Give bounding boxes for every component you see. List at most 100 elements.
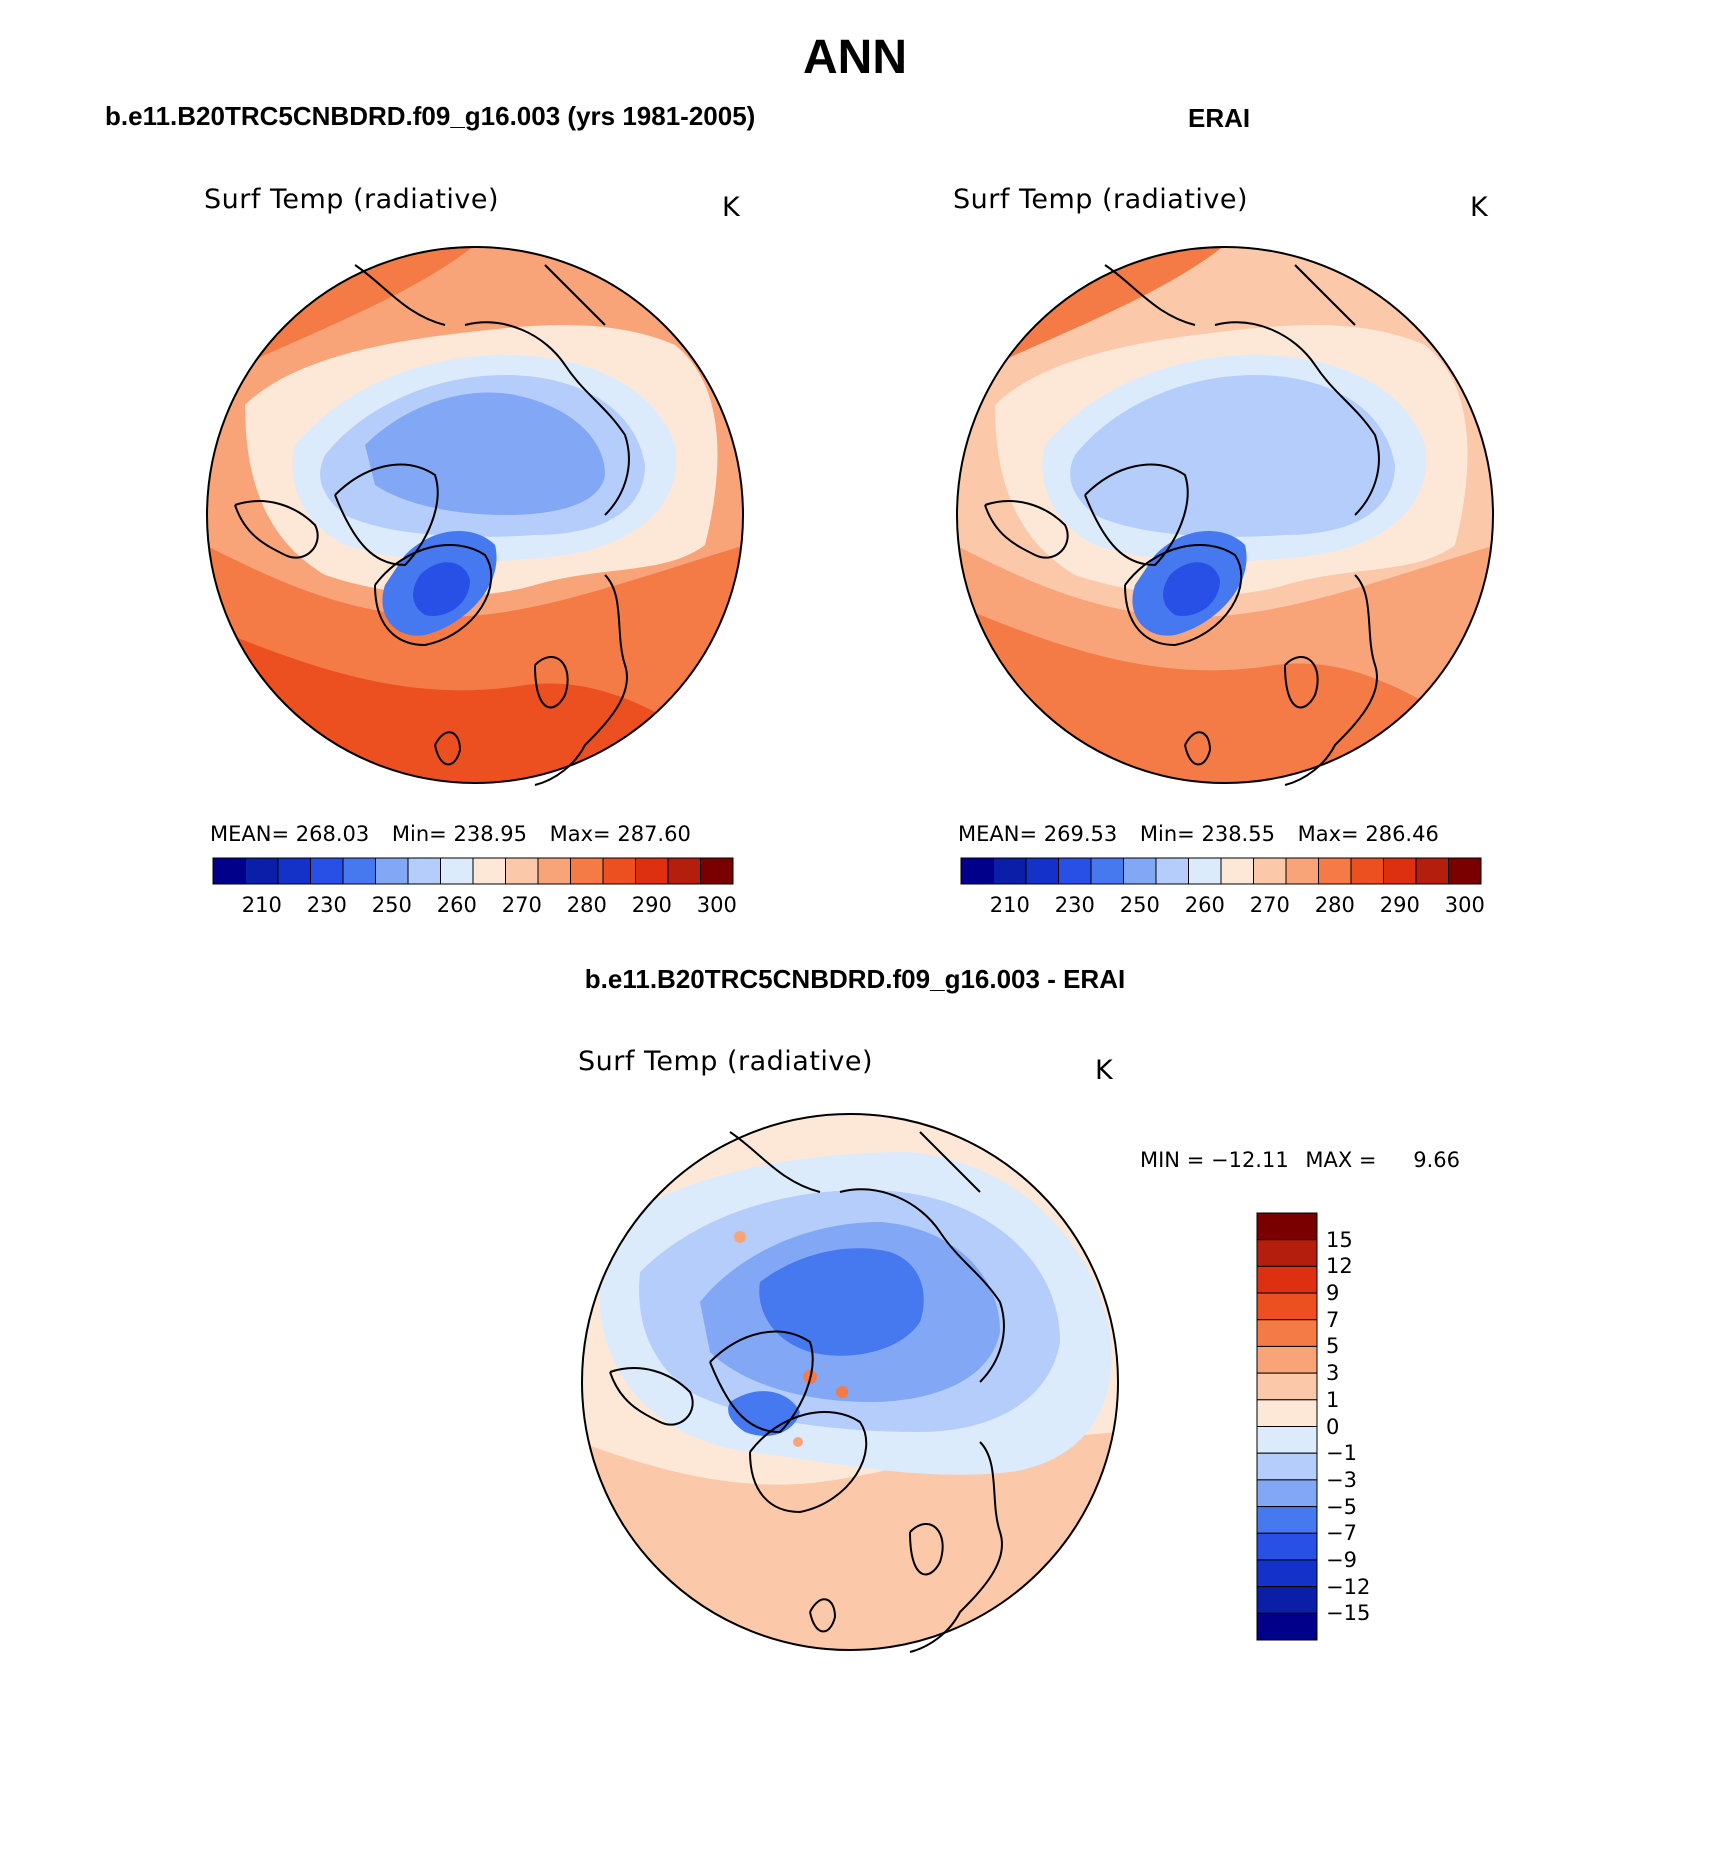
colorbar-tick-label: 300: [1444, 893, 1485, 917]
colorbar-tick-label: 250: [1119, 893, 1160, 917]
colorbar-swatch: [1256, 1586, 1318, 1614]
colorbar-swatch: [1415, 857, 1449, 885]
colorbar-swatch: [1155, 857, 1189, 885]
colorbar-tick-label: −5: [1326, 1494, 1357, 1519]
colorbar-swatch: [277, 857, 311, 885]
colorbar-swatch: [993, 857, 1027, 885]
colorbar-swatch: [667, 857, 701, 885]
min-value: 238.55: [1201, 822, 1275, 846]
colorbar-swatch: [1256, 1532, 1318, 1561]
colorbar-swatch: [310, 857, 344, 885]
panel-2-variable-label: Surf Temp (radiative): [953, 184, 1249, 215]
colorbar-swatch: [1256, 1372, 1318, 1401]
colorbar-tick-label: 290: [631, 893, 672, 917]
panel-2-subtitle: ERAI: [1188, 103, 1251, 133]
colorbar-swatch: [1350, 857, 1384, 885]
panel-3-subtitle: b.e11.B20TRC5CNBDRD.f09_g16.003 - ERAI: [584, 964, 1126, 994]
panel-3-colorbar: [1256, 1212, 1318, 1641]
colorbar-tick-label: −3: [1326, 1467, 1357, 1492]
colorbar-tick-label: 3: [1326, 1361, 1340, 1386]
colorbar-swatch: [1256, 1292, 1318, 1321]
colorbar-swatch: [1058, 857, 1092, 885]
colorbar-swatch: [635, 857, 669, 885]
panel-1-subtitle: b.e11.B20TRC5CNBDRD.f09_g16.003 (yrs 198…: [105, 101, 756, 131]
panel-1-polar-map: [206, 246, 744, 786]
colorbar-tick-label: 280: [566, 893, 607, 917]
panel-1-colorbar-labels: 210 230 250 260 270 280 290 300: [213, 893, 737, 921]
panel-2-stats: MEAN= 269.53 Min= 238.55 Max= 286.46: [958, 822, 1439, 846]
panel-1-units-label: K: [722, 192, 741, 223]
colorbar-swatch: [1318, 857, 1352, 885]
colorbar-tick-label: 260: [1184, 893, 1225, 917]
colorbar-swatch: [1256, 1345, 1318, 1374]
colorbar-swatch: [1123, 857, 1157, 885]
colorbar-swatch: [1220, 857, 1254, 885]
colorbar-tick-label: −15: [1326, 1601, 1371, 1626]
mean-label: MEAN=: [958, 822, 1038, 846]
panel-2-units-label: K: [1470, 192, 1489, 223]
colorbar-swatch: [1256, 1559, 1318, 1588]
colorbar-tick-label: 250: [371, 893, 412, 917]
colorbar-swatch: [1253, 857, 1287, 885]
colorbar-swatch: [1448, 857, 1482, 885]
colorbar-swatch: [1285, 857, 1319, 885]
colorbar-tick-label: 230: [1054, 893, 1095, 917]
min-label: Min=: [391, 822, 447, 846]
min-label: Min=: [1139, 822, 1195, 846]
colorbar-swatch: [342, 857, 376, 885]
colorbar-swatch: [1256, 1479, 1318, 1508]
panel-2-colorbar-labels: 210 230 250 260 270 280 290 300: [961, 893, 1485, 921]
colorbar-swatch: [440, 857, 474, 885]
colorbar-tick-label: −9: [1326, 1547, 1357, 1572]
panel-3-variable-label: Surf Temp (radiative): [578, 1046, 874, 1077]
colorbar-swatch: [375, 857, 409, 885]
colorbar-tick-label: 300: [696, 893, 737, 917]
colorbar-swatch: [472, 857, 506, 885]
min-value: −12.11: [1210, 1148, 1289, 1172]
colorbar-tick-label: 270: [501, 893, 542, 917]
colorbar-tick-label: 0: [1326, 1414, 1340, 1439]
panel-2-colorbar: [960, 857, 1482, 885]
colorbar-tick-label: −12: [1326, 1574, 1371, 1599]
colorbar-tick-label: 9: [1326, 1281, 1340, 1306]
panel-1-stats: MEAN= 268.03 Min= 238.95 Max= 287.60: [210, 822, 691, 846]
colorbar-swatch: [1256, 1426, 1318, 1454]
colorbar-swatch: [1188, 857, 1222, 885]
colorbar-tick-label: −7: [1326, 1521, 1357, 1546]
colorbar-swatch: [505, 857, 539, 885]
colorbar-swatch: [570, 857, 604, 885]
colorbar-swatch: [1025, 857, 1059, 885]
colorbar-swatch: [1256, 1239, 1318, 1267]
colorbar-tick-label: 290: [1379, 893, 1420, 917]
mean-value: 269.53: [1043, 822, 1118, 846]
colorbar-swatch: [1256, 1506, 1318, 1534]
colorbar-swatch: [245, 857, 279, 885]
colorbar-swatch: [700, 857, 734, 885]
max-label: Max=: [1297, 822, 1359, 846]
min-value: 238.95: [453, 822, 527, 846]
colorbar-swatch: [960, 857, 994, 885]
max-label: Max=: [549, 822, 611, 846]
colorbar-swatch: [1256, 1452, 1318, 1481]
page-title: ANN: [803, 31, 907, 84]
colorbar-tick-label: 270: [1249, 893, 1290, 917]
panel-1-variable-label: Surf Temp (radiative): [204, 184, 500, 215]
panel-1-colorbar: [212, 857, 734, 885]
max-value: 287.60: [617, 822, 691, 846]
colorbar-swatch: [1383, 857, 1417, 885]
max-value: 9.66: [1413, 1148, 1460, 1172]
colorbar-tick-label: 5: [1326, 1334, 1340, 1359]
colorbar-tick-label: 12: [1326, 1254, 1353, 1279]
panel-3-polar-map: [581, 1113, 1119, 1653]
min-label: MIN =: [1140, 1148, 1205, 1172]
colorbar-swatch: [1090, 857, 1124, 885]
mean-label: MEAN=: [210, 822, 290, 846]
mean-value: 268.03: [295, 822, 370, 846]
colorbar-tick-label: 210: [989, 893, 1030, 917]
colorbar-tick-label: 260: [436, 893, 477, 917]
colorbar-tick-label: −1: [1326, 1441, 1357, 1466]
colorbar-tick-label: 280: [1314, 893, 1355, 917]
max-label: MAX =: [1305, 1148, 1377, 1172]
panel-3-colorbar-labels: 15 12 9 7 5 3 1 0 −1 −3 −5 −7 −9 −12 −15: [1326, 1213, 1406, 1640]
colorbar-swatch: [537, 857, 571, 885]
